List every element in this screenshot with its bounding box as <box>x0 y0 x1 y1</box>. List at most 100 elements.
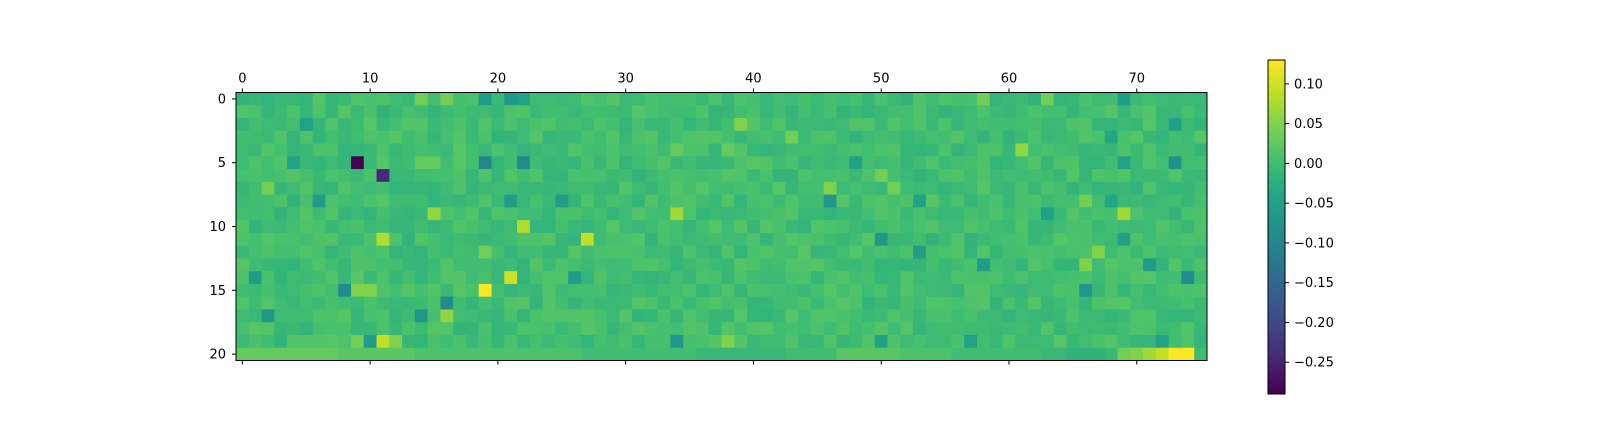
heatmap-cell <box>299 130 314 144</box>
heatmap-cell <box>1066 130 1080 144</box>
heatmap-cell <box>964 207 978 221</box>
heatmap-cell <box>925 156 940 170</box>
heatmap-cell <box>465 322 480 336</box>
heatmap-cell <box>478 156 492 170</box>
heatmap-cell <box>683 130 697 144</box>
heatmap-cell <box>632 118 646 132</box>
heatmap-cell <box>274 194 288 208</box>
heatmap-cell <box>695 143 710 157</box>
heatmap-cell <box>721 92 735 106</box>
x-axis-bottom <box>241 360 1138 365</box>
heatmap-cell <box>517 181 531 195</box>
heatmap-cell <box>900 156 914 170</box>
heatmap-cell <box>887 347 901 361</box>
heatmap-cell <box>747 207 761 221</box>
heatmap-cell <box>1079 105 1093 119</box>
heatmap-cell <box>325 334 339 349</box>
heatmap-cell <box>657 194 671 208</box>
heatmap-cell <box>338 322 352 336</box>
heatmap-cell <box>414 309 429 323</box>
colorbar-tick-label: −0.20 <box>1294 316 1334 331</box>
heatmap-cell <box>440 271 454 285</box>
heatmap-cell <box>325 322 339 336</box>
heatmap-cell <box>1117 258 1131 272</box>
heatmap-cell <box>389 156 403 170</box>
heatmap-cell <box>453 105 467 119</box>
heatmap-cell <box>261 334 275 349</box>
heatmap-cell <box>683 92 697 106</box>
heatmap-cell <box>287 181 301 195</box>
heatmap-cell <box>1117 271 1131 285</box>
heatmap-cell <box>376 296 390 310</box>
heatmap-cell <box>683 156 697 170</box>
heatmap-cell <box>989 309 1003 323</box>
heatmap-cell <box>785 143 799 157</box>
heatmap-cell <box>632 169 646 183</box>
heatmap-cell <box>1104 105 1118 119</box>
heatmap-cell <box>887 309 901 323</box>
heatmap-cell <box>887 105 901 119</box>
heatmap-cell <box>747 92 761 106</box>
heatmap-cell <box>274 169 288 183</box>
heatmap-cell <box>1066 271 1080 285</box>
heatmap-cell <box>1181 92 1195 106</box>
heatmap-cell <box>248 283 262 298</box>
heatmap-cell <box>632 105 646 119</box>
heatmap-cell <box>964 232 978 247</box>
heatmap-cell <box>1053 194 1067 208</box>
heatmap-cell <box>938 194 952 208</box>
heatmap-cell <box>1117 207 1131 221</box>
heatmap-cell <box>721 334 735 349</box>
heatmap-cell <box>504 118 518 132</box>
heatmap-cell <box>785 118 799 132</box>
heatmap-cell <box>414 130 429 144</box>
heatmap-cell <box>989 258 1003 272</box>
heatmap-cell <box>440 245 454 259</box>
heatmap-cell <box>657 322 671 336</box>
heatmap-cell <box>951 271 965 285</box>
heatmap-cell <box>810 105 825 119</box>
heatmap-cell <box>1028 309 1042 323</box>
heatmap-cell <box>759 169 774 183</box>
heatmap-cell <box>236 232 250 247</box>
heatmap-cell <box>670 105 684 119</box>
heatmap-cell <box>248 258 262 272</box>
heatmap-cell <box>721 207 735 221</box>
heatmap-cell <box>325 309 339 323</box>
heatmap-cell <box>721 283 735 298</box>
heatmap-cell <box>657 296 671 310</box>
heatmap-cell <box>785 309 799 323</box>
heatmap-cell <box>248 194 262 208</box>
heatmap-cell <box>925 143 940 157</box>
heatmap-cell <box>1155 309 1170 323</box>
heatmap-cell <box>1079 296 1093 310</box>
heatmap-cell <box>951 207 965 221</box>
heatmap-cell <box>606 194 620 208</box>
heatmap-cell <box>338 207 352 221</box>
heatmap-cell <box>274 143 288 157</box>
heatmap-cell <box>338 169 352 183</box>
heatmap-cell <box>402 220 416 234</box>
heatmap-cell <box>1104 130 1118 144</box>
heatmap-cell <box>299 156 314 170</box>
heatmap-cell <box>644 207 659 221</box>
heatmap-cell <box>849 118 863 132</box>
heatmap-cell <box>747 271 761 285</box>
heatmap-cell <box>1015 169 1029 183</box>
heatmap-cell <box>632 220 646 234</box>
heatmap-cell <box>338 143 352 157</box>
heatmap-cell <box>312 220 326 234</box>
x-tick-label: 30 <box>617 72 634 87</box>
heatmap-cell <box>670 181 684 195</box>
heatmap-cell <box>772 181 786 195</box>
heatmap-cell <box>670 232 684 247</box>
heatmap-cell <box>529 309 544 323</box>
heatmap-cell <box>1194 118 1208 132</box>
heatmap-cell <box>261 271 275 285</box>
heatmap-cell <box>555 143 569 157</box>
heatmap-cell <box>810 156 825 170</box>
heatmap-cell <box>427 194 441 208</box>
heatmap-cell <box>862 207 876 221</box>
heatmap-cell <box>862 232 876 247</box>
heatmap-cell <box>287 130 301 144</box>
